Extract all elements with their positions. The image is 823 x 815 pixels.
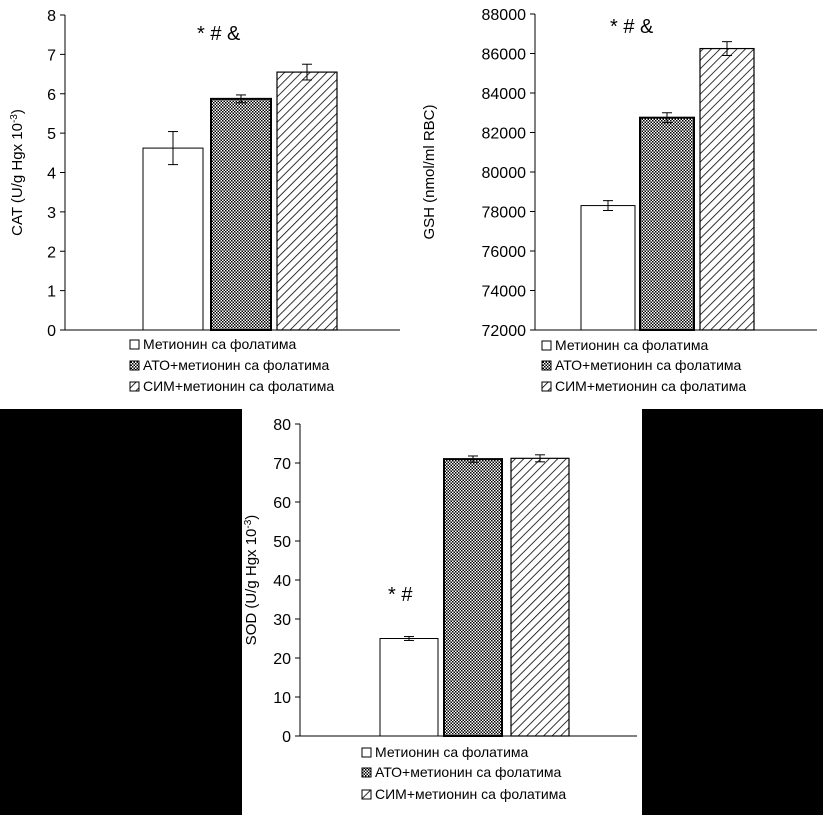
y-tick-label: 84000 — [482, 86, 527, 103]
y-tick-label: 10 — [273, 690, 291, 707]
legend-swatch-1 — [541, 340, 552, 351]
legend-swatch-3 — [129, 381, 140, 392]
y-tick-label: 80000 — [482, 165, 527, 182]
bar-2 — [639, 116, 695, 331]
legend-swatch-3 — [361, 789, 372, 800]
y-tick-label: 20 — [273, 651, 291, 668]
y-axis-label-main: CAT (U/g Hgx 10 — [9, 123, 26, 236]
y-tick-label: 86000 — [482, 47, 527, 64]
y-axis-label: SOD (U/g Hgx 10-3) — [243, 515, 261, 646]
y-tick-label: 70 — [273, 456, 291, 473]
y-tick-label: 6 — [47, 87, 56, 104]
bar-3 — [276, 71, 338, 331]
bar-1 — [379, 638, 439, 737]
y-axis-label: GSH (nmol/ml RBC) — [421, 104, 438, 239]
y-tick-label: 0 — [282, 729, 291, 746]
legend-swatch-2 — [129, 360, 140, 371]
y-tick-label: 88000 — [482, 7, 527, 24]
y-tick-label: 74000 — [482, 284, 527, 301]
legend-label-2: АТО+метионин са фолатима — [143, 357, 330, 373]
legend-swatch-2 — [541, 360, 552, 371]
cat-chart-panel: 0 1 2 3 4 5 6 7 8 CAT (U/g Hgx 10-3) * # & Метионин… — [0, 0, 412, 409]
sod-chart-panel: 0 10 20 30 40 50 60 70 80 SOD (U/g Hgx 10-3) * # Ме… — [242, 409, 642, 815]
bar-2 — [210, 97, 272, 332]
y-tick-label: 0 — [47, 323, 56, 340]
legend-swatch-1 — [361, 747, 372, 758]
significance-annotation: * # & — [197, 23, 241, 45]
gsh-chart: 72000 74000 76000 78000 80000 82000 84000 86000… — [421, 7, 817, 394]
y-tick-label: 4 — [47, 166, 56, 183]
y-tick-label: 72000 — [482, 323, 527, 340]
bar-3 — [510, 457, 570, 737]
y-axis-label-main: SOD (U/g Hgx 10 — [243, 529, 260, 646]
y-tick-label: 40 — [273, 573, 291, 590]
legend-label-2: АТО+метионин са фолатима — [555, 357, 742, 373]
y-axis-label-end: ) — [243, 515, 260, 520]
y-tick-label: 7 — [47, 47, 56, 64]
y-axis-label-main: GSH (nmol/ml RBC) — [421, 104, 438, 239]
legend-swatch-1 — [129, 339, 140, 350]
y-tick-label: 50 — [273, 534, 291, 551]
y-tick-label: 8 — [47, 8, 56, 25]
legend-label-2: АТО+метионин са фолатима — [375, 764, 562, 780]
legend-label-3: СИМ+метионин са фолатима — [143, 378, 334, 394]
y-axis-label-superscript: -3 — [9, 114, 20, 123]
legend-label-1: Метионин са фолатима — [555, 337, 709, 353]
y-tick-label: 60 — [273, 495, 291, 512]
y-tick-label: 5 — [47, 126, 56, 143]
bar-3 — [699, 47, 755, 331]
y-tick-label: 76000 — [482, 244, 527, 261]
sod-chart: 0 10 20 30 40 50 60 70 80 SOD (U/g Hgx 10-3) * # Ме… — [243, 417, 637, 802]
bar-2 — [443, 458, 503, 737]
gsh-chart-panel: 72000 74000 76000 78000 80000 82000 84000 86000… — [412, 0, 823, 409]
y-tick-label: 82000 — [482, 126, 527, 143]
y-axis-label-superscript: -3 — [243, 519, 254, 528]
bar-1 — [580, 205, 636, 331]
y-tick-label: 30 — [273, 612, 291, 629]
y-axis-label-end: ) — [9, 109, 26, 114]
legend-label-3: СИМ+метионин са фолатима — [375, 786, 566, 802]
y-tick-label: 80 — [273, 417, 291, 434]
y-tick-label: 78000 — [482, 205, 527, 222]
y-tick-label: 3 — [47, 205, 56, 222]
significance-annotation: * # — [388, 584, 413, 606]
y-axis-label: CAT (U/g Hgx 10-3) — [9, 109, 27, 236]
legend-label-1: Метионин са фолатима — [375, 744, 529, 760]
legend-label-3: СИМ+метионин са фолатима — [555, 378, 746, 394]
y-tick-label: 1 — [47, 284, 56, 301]
legend-swatch-3 — [541, 381, 552, 392]
bar-1 — [142, 147, 204, 331]
y-tick-label: 2 — [47, 244, 56, 261]
legend-swatch-2 — [361, 767, 372, 778]
cat-chart: 0 1 2 3 4 5 6 7 8 CAT (U/g Hgx 10-3) * # & Метионин… — [9, 8, 400, 394]
significance-annotation: * # & — [610, 16, 654, 38]
legend-label-1: Метионин са фолатима — [143, 336, 297, 352]
